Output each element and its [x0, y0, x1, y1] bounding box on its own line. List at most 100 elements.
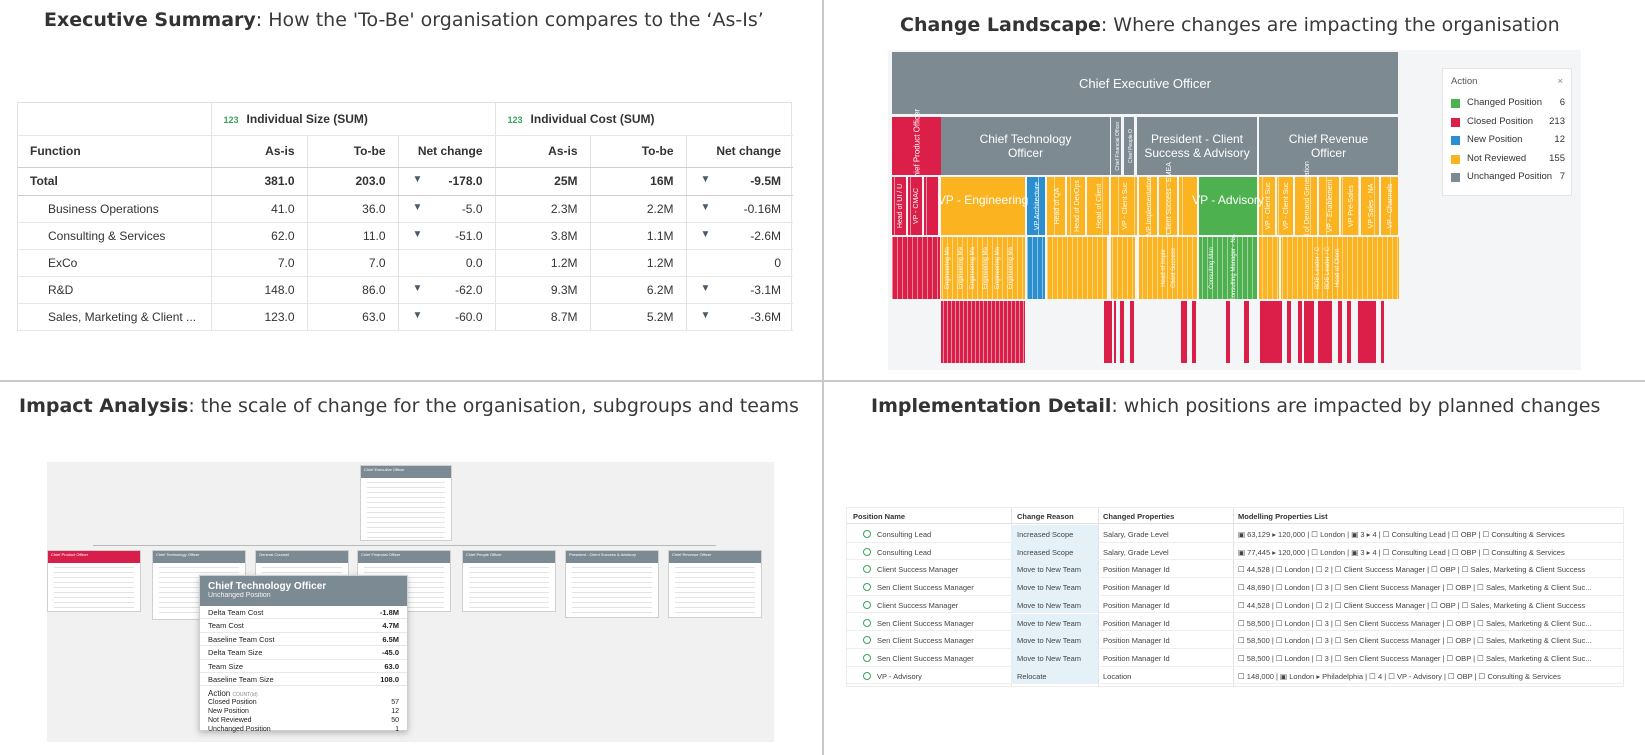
- org-card-line: [54, 587, 134, 588]
- org-card-line: [572, 592, 652, 593]
- level4-label: Engineering Ma: [945, 246, 951, 289]
- level4-label: Engineering Ma: [983, 246, 989, 289]
- legend-item-changed[interactable]: Changed Position 6: [1451, 97, 1565, 111]
- org-card-line: [54, 582, 134, 583]
- table-row[interactable]: Client Success Manager Move to New Team Po…: [847, 595, 1623, 614]
- reason-cell-bg: [1011, 595, 1098, 613]
- col-header-cost-net-change[interactable]: Net change: [685, 135, 793, 168]
- level5-block: [1192, 301, 1196, 363]
- col-modelling-properties[interactable]: Modelling Properties List: [1238, 512, 1328, 521]
- col-header-function[interactable]: Function: [18, 135, 211, 168]
- level3-label: VP - Client Suc: [1265, 182, 1272, 230]
- col-header-size-as-is[interactable]: As-is: [210, 135, 307, 168]
- level3-block: [1139, 177, 1157, 235]
- level5-divider: [983, 301, 984, 363]
- level5-divider: [951, 301, 952, 363]
- down-arrow-icon: ▼: [412, 174, 423, 185]
- legend-item-not-reviewed[interactable]: Not Reviewed 155: [1451, 153, 1565, 167]
- level4-divider: [1082, 237, 1083, 299]
- level5-divider: [1011, 301, 1012, 363]
- status-circle-icon: [863, 636, 871, 645]
- level4-divider: [1317, 237, 1318, 299]
- reason-cell-bg: [1011, 648, 1098, 666]
- level4-divider: [937, 237, 938, 299]
- level3-divider: [1390, 177, 1391, 235]
- exec-summary-table: 123 Individual Size (SUM) 123 Individual C…: [17, 102, 793, 331]
- table-row[interactable]: R&D 148.0 86.0 ▼ -62.0 9.3M 6.2M ▼ -3.1M: [18, 276, 793, 304]
- org-card-line: [572, 597, 652, 598]
- col-header-size-net-change[interactable]: Net change: [397, 135, 495, 168]
- reason-cell-bg: [1011, 631, 1098, 648]
- position-name-cell: Consulting Lead: [877, 547, 932, 557]
- org-card-line: [367, 487, 445, 488]
- legend-item-closed[interactable]: Closed Position 213: [1451, 116, 1565, 130]
- level3-divider: [926, 177, 927, 235]
- level4-divider: [1252, 237, 1253, 299]
- cto-detail-card[interactable]: Chief Technology Officer Unchanged Posit…: [199, 575, 408, 733]
- table-row[interactable]: Business Operations 41.0 36.0 ▼ -5.0 2.3M 2.2M…: [18, 195, 793, 223]
- level4-divider: [1127, 237, 1128, 299]
- org-card[interactable]: Chief Product Officer: [47, 550, 141, 612]
- col-changed-properties[interactable]: Changed Properties: [1103, 512, 1175, 521]
- level5-divider: [959, 301, 960, 363]
- org-card[interactable]: Chief Revenue Officer: [668, 550, 762, 618]
- level5-block: [1347, 301, 1351, 363]
- table-row[interactable]: Consulting & Services 62.0 11.0 ▼ -51.0 3.8M 1…: [18, 222, 793, 250]
- col-header-cost-to-be[interactable]: To-be: [589, 135, 686, 168]
- org-card[interactable]: President - Client Success & Advisory: [565, 550, 659, 618]
- col-position-name[interactable]: Position Name: [853, 512, 906, 521]
- table-row[interactable]: Sen Client Success Manager Move to New Te…: [847, 578, 1623, 596]
- level5-block: [1130, 301, 1134, 363]
- total-row[interactable]: Total 381.0 203.0 ▼ -178.0 25M 16M ▼ -9.5M: [18, 167, 793, 196]
- org-card-line: [54, 592, 134, 593]
- size-as-is-cell: 148.0: [210, 276, 307, 304]
- cost-to-be-cell: 5.2M: [589, 303, 686, 331]
- action-value: 12: [391, 708, 399, 716]
- metric-label: Delta Team Size: [208, 648, 263, 658]
- level4-divider: [1057, 237, 1058, 299]
- level5-divider: [979, 301, 980, 363]
- level4-divider: [947, 237, 948, 299]
- level4-divider: [1032, 237, 1033, 299]
- level3-block: [924, 177, 938, 235]
- legend-count: 213: [1549, 115, 1565, 127]
- level4-label: Head of Imple: [1161, 249, 1167, 287]
- changed-properties-cell: Position Manager Id: [1103, 653, 1170, 663]
- level5-divider: [971, 301, 972, 363]
- cost-to-be-cell: 1.1M: [589, 222, 686, 250]
- table-row[interactable]: ExCo 7.0 7.0 0.0 1.2M 1.2M 0: [18, 249, 793, 277]
- modelling-properties-cell: ☐ 44,528 | ☐ London | ☐ 2 | ☐ Client Suc…: [1238, 565, 1586, 575]
- level4-block: [941, 237, 1025, 299]
- table-row[interactable]: Sen Client Success Manager Move to New Te…: [847, 648, 1623, 667]
- table-row[interactable]: Sen Client Success Manager Move to New Te…: [847, 631, 1623, 649]
- legend-item-unchanged[interactable]: Unchanged Position 7: [1451, 171, 1565, 185]
- col-change-reason[interactable]: Change Reason: [1017, 512, 1074, 521]
- level4-divider: [1052, 237, 1053, 299]
- table-row[interactable]: Consulting Lead Increased Scope Salary, Gr…: [847, 525, 1623, 543]
- down-arrow-icon: ▼: [412, 228, 423, 240]
- table-row[interactable]: VP - Advisory Relocate Location ☐ 148,000 |…: [847, 666, 1623, 685]
- legend-close-icon[interactable]: ×: [1557, 76, 1563, 87]
- col-header-cost-as-is[interactable]: As-is: [494, 135, 590, 168]
- level3-divider: [1150, 177, 1151, 235]
- level3-divider: [1070, 177, 1071, 235]
- size-to-be-cell: 63.0: [306, 303, 398, 331]
- org-card-line: [675, 577, 755, 578]
- level4-divider: [1282, 237, 1283, 299]
- table-row[interactable]: Client Success Manager Move to New Team Po…: [847, 560, 1623, 579]
- level4-divider: [1182, 237, 1183, 299]
- legend-item-new[interactable]: New Position 12: [1451, 134, 1565, 148]
- org-card-line: [572, 577, 652, 578]
- org-card-title: Chief People Officer: [466, 552, 502, 557]
- table-row[interactable]: Sales, Marketing & Client ... 123.0 63.0 ▼ -…: [18, 303, 793, 331]
- level4-divider: [1377, 237, 1378, 299]
- detail-metric-row: Baseline Team Size 108.0: [200, 673, 407, 687]
- level3-block: [1179, 177, 1197, 235]
- col-header-size-to-be[interactable]: To-be: [306, 135, 398, 168]
- legend-count: 7: [1559, 171, 1565, 182]
- level5-divider: [943, 301, 944, 363]
- org-card-ceo[interactable]: Chief Executive Officer: [360, 465, 452, 541]
- table-row[interactable]: Sen Client Success Manager Move to New Te…: [847, 613, 1623, 632]
- table-row[interactable]: Consulting Lead Increased Scope Salary, Gr…: [847, 542, 1623, 561]
- org-card[interactable]: Chief People Officer: [462, 550, 556, 612]
